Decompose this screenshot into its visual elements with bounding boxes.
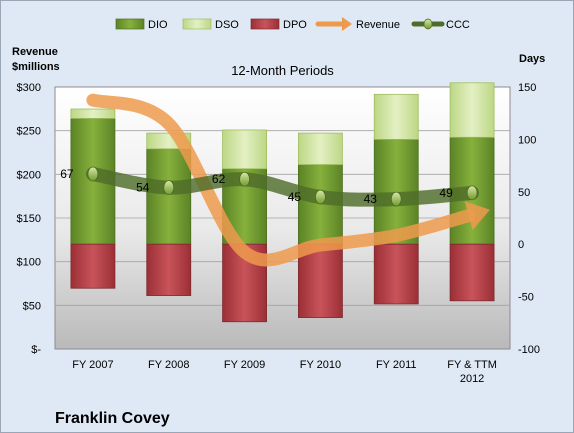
legend-label-ccc: CCC <box>446 19 470 31</box>
ccc-marker <box>390 191 402 207</box>
legend-swatch-marker <box>423 18 433 30</box>
ccc-data-label: 43 <box>364 192 378 206</box>
left-axis-title: $millions <box>12 61 60 73</box>
right-axis-tick-label: 0 <box>518 239 524 251</box>
legend-swatch-dso <box>182 18 212 30</box>
bar-dpo <box>146 243 192 296</box>
ccc-marker <box>466 185 478 201</box>
x-axis-category-label: FY & TTM <box>447 359 497 371</box>
left-axis-tick-label: $- <box>31 344 41 356</box>
x-axis-category-label: FY 2008 <box>148 359 189 371</box>
ccc-data-label: 45 <box>288 190 302 204</box>
left-axis-title: Revenue <box>12 46 58 58</box>
right-axis-title: Days <box>519 53 545 65</box>
ccc-data-label: 54 <box>136 181 150 195</box>
chart-subtitle: 12-Month Periods <box>231 63 334 78</box>
ccc-data-label: 67 <box>60 167 74 181</box>
legend: DIO DSO DPO Revenue CCC <box>115 17 470 31</box>
bar-dso <box>222 129 267 170</box>
left-axis-tick-label: $100 <box>17 257 41 269</box>
left-axis-tick-label: $50 <box>23 300 41 312</box>
company-name: Franklin Covey <box>55 410 170 427</box>
left-axis-tick-label: $200 <box>17 169 41 181</box>
right-axis-tick-label: 100 <box>518 134 536 146</box>
bar-dio <box>146 148 192 245</box>
bar-dso <box>70 108 116 119</box>
x-axis-category-label: FY 2009 <box>224 359 265 371</box>
ccc-marker <box>315 189 326 205</box>
bar-dpo <box>70 243 116 289</box>
right-axis-tick-label: -100 <box>518 344 540 356</box>
legend-swatch-dpo <box>250 18 280 30</box>
ccc-data-label: 62 <box>212 172 226 186</box>
ccc-marker <box>163 180 175 196</box>
ccc-line <box>85 166 480 207</box>
right-axis-tick-label: -50 <box>518 292 534 304</box>
right-axis-tick-label: 50 <box>518 187 530 199</box>
right-axis-tick-label: 150 <box>518 82 536 94</box>
x-axis-category-label: FY 2011 <box>376 359 417 371</box>
legend-swatch-dio <box>115 18 145 30</box>
x-axis-category-label: 2012 <box>460 373 484 385</box>
bar-dso <box>373 93 419 140</box>
x-axis-category-label: FY 2007 <box>72 359 113 371</box>
left-axis-tick-label: $300 <box>17 82 41 94</box>
ccc-marker <box>87 166 99 182</box>
legend-label-revenue: Revenue <box>356 19 400 31</box>
bar-dso <box>298 132 343 165</box>
bar-dpo <box>449 243 495 302</box>
left-axis-tick-label: $250 <box>17 126 41 138</box>
legend-label-dso: DSO <box>215 19 239 31</box>
legend-swatch-arrowhead <box>342 17 352 31</box>
revenue-arrowhead <box>464 201 490 231</box>
legend-label-dio: DIO <box>148 19 168 31</box>
bar-dpo <box>373 243 419 305</box>
left-axis-tick-label: $150 <box>17 213 41 225</box>
ccc-data-label: 49 <box>439 186 453 200</box>
bar-dso <box>449 82 495 138</box>
x-axis-category-label: FY 2010 <box>300 359 341 371</box>
legend-label-dpo: DPO <box>283 19 307 31</box>
revenue-line <box>86 93 476 267</box>
ccc-marker <box>239 171 250 187</box>
